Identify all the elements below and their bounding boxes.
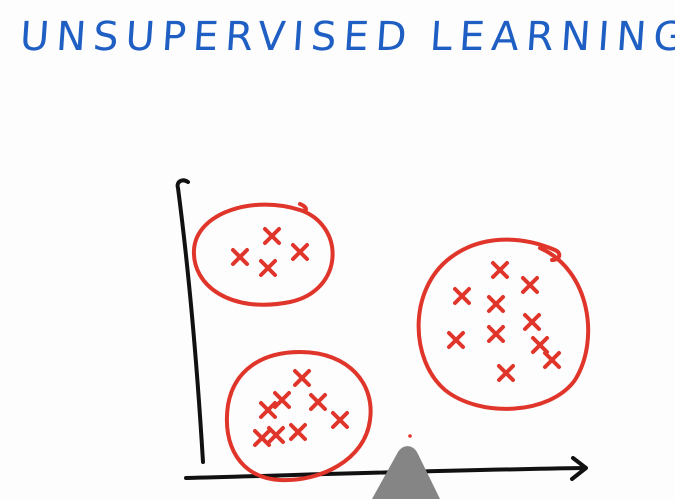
data-point-x-mark	[259, 401, 277, 419]
data-point-x-mark	[543, 351, 561, 369]
pen-tip	[372, 446, 440, 499]
right-cluster	[416, 237, 591, 411]
data-point-x-mark	[293, 369, 311, 387]
data-point-x-mark	[291, 243, 309, 261]
data-point-x-mark	[491, 261, 509, 279]
cluster-circle	[416, 237, 591, 411]
y-axis	[175, 178, 205, 464]
pen-dot	[408, 434, 412, 438]
cluster-circle	[224, 350, 373, 483]
data-point-x-mark	[453, 287, 471, 305]
top-left-cluster	[191, 202, 335, 307]
data-point-x-mark	[273, 391, 291, 409]
x-axis	[184, 466, 587, 480]
data-point-x-mark	[267, 426, 285, 444]
data-point-x-mark	[309, 393, 327, 411]
data-point-x-mark	[253, 429, 271, 447]
data-point-x-mark	[523, 313, 541, 331]
data-point-x-mark	[331, 411, 349, 429]
x-axis-arrowhead	[570, 456, 588, 481]
data-point-x-mark	[447, 331, 465, 349]
data-point-x-mark	[487, 325, 505, 343]
data-point-x-mark	[487, 295, 505, 313]
data-point-x-mark	[231, 248, 249, 266]
data-point-x-mark	[259, 259, 277, 277]
data-point-x-mark	[289, 423, 307, 441]
data-point-x-mark	[263, 227, 281, 245]
data-point-x-mark	[521, 276, 539, 294]
cluster-circle	[191, 202, 335, 307]
data-point-x-mark	[531, 336, 549, 354]
bottom-left-cluster	[224, 350, 373, 483]
data-point-x-mark	[497, 364, 515, 382]
